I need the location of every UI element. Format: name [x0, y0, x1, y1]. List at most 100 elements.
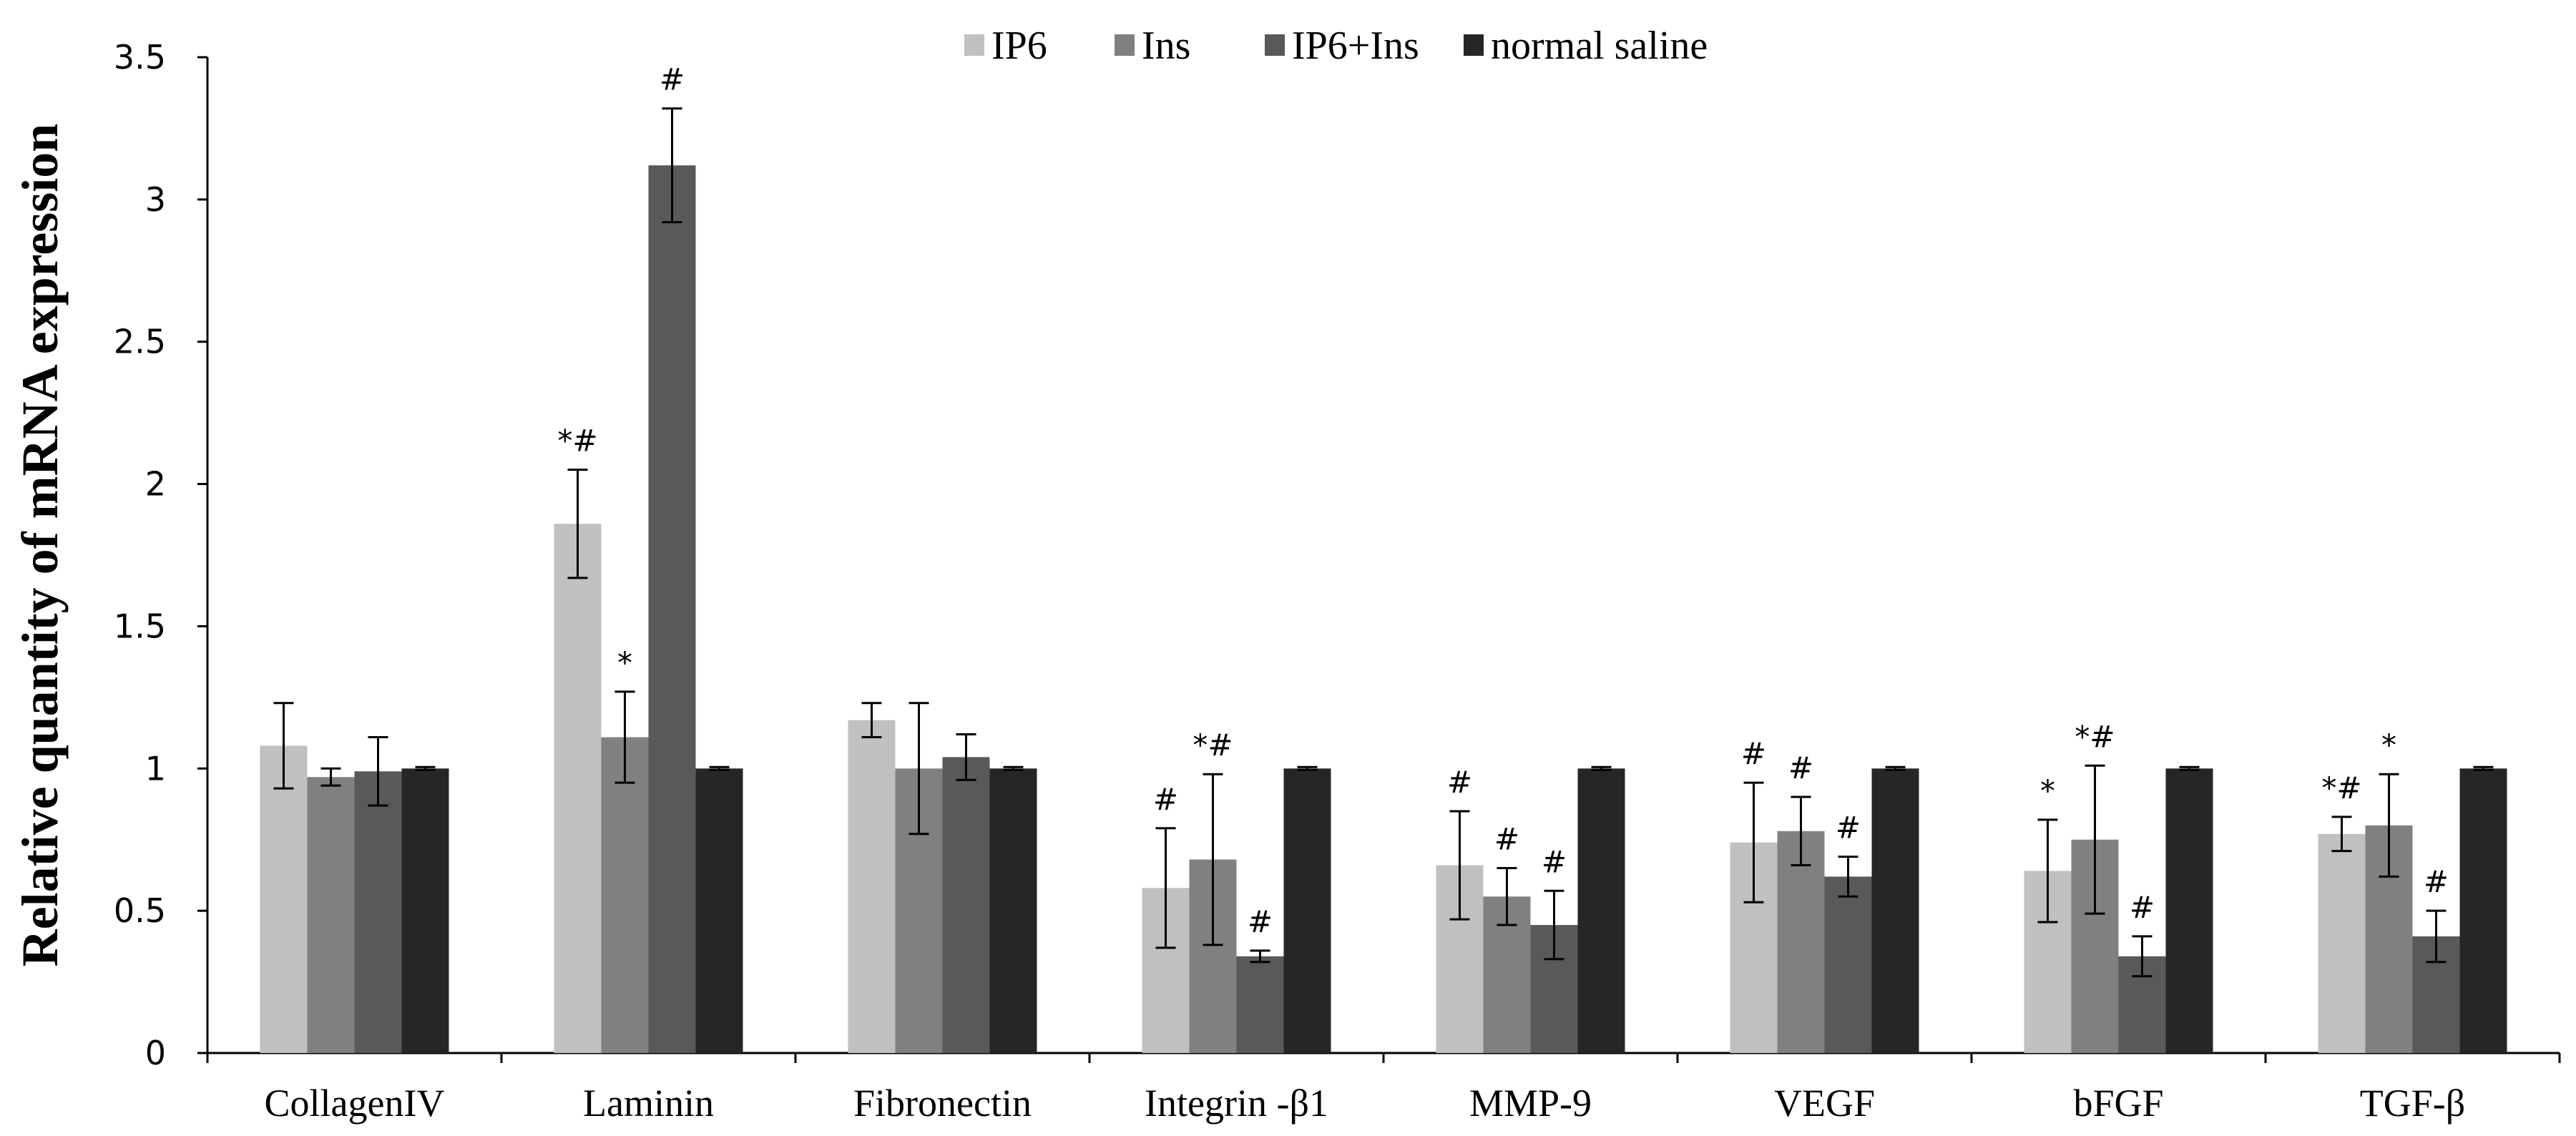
- legend-swatch: [1464, 34, 1484, 56]
- y-tick-label: 1.5: [114, 607, 166, 645]
- significance-marker: *: [2381, 728, 2396, 763]
- error-bar: [415, 765, 436, 771]
- bar: [695, 768, 743, 1053]
- bar: [2318, 833, 2366, 1053]
- significance-marker: *#: [2321, 770, 2361, 806]
- error-bar: [956, 733, 976, 781]
- x-tick-label: TGF-β: [2360, 1082, 2465, 1125]
- y-tick-label: 1: [145, 749, 166, 788]
- y-tick-label: 2: [145, 465, 166, 504]
- bar: [1824, 876, 1872, 1053]
- error-bar: [320, 767, 341, 787]
- error-bar: [2179, 765, 2200, 771]
- y-axis-label: Relative quantity of mRNA expression: [11, 124, 69, 967]
- series-ins: **###*# *: [307, 645, 2413, 1053]
- y-tick-label: 0: [145, 1034, 166, 1072]
- bar: [2459, 768, 2507, 1053]
- error-bar: [1791, 795, 1811, 867]
- legend-label: IP6: [991, 24, 1047, 68]
- error-bar: [861, 702, 882, 739]
- y-axis: 0 0.5 1 1.5 2 2.5 3 3.5: [114, 38, 209, 1072]
- significance-marker: #: [660, 62, 685, 97]
- significance-marker: #: [1542, 844, 1567, 879]
- legend-label: normal saline: [1491, 24, 1708, 68]
- bar: [2165, 768, 2213, 1053]
- legend-label: Ins: [1142, 24, 1190, 68]
- legend-item: IP6: [964, 24, 1047, 68]
- significance-marker: #: [1836, 811, 1861, 846]
- y-tick-label: 2.5: [114, 323, 166, 361]
- bar: [260, 745, 308, 1053]
- significance-marker: *#: [557, 423, 597, 459]
- error-bar: [1544, 889, 1564, 961]
- bar: [648, 165, 696, 1053]
- x-tick-label: Laminin: [583, 1082, 714, 1125]
- y-tick-label: 3: [145, 180, 166, 219]
- error-bar: [1743, 781, 1764, 904]
- legend-swatch: [1265, 34, 1285, 56]
- significance-marker: *#: [2075, 719, 2115, 754]
- series-ip6: *## ##* *#: [260, 423, 2366, 1053]
- significance-marker: #: [1788, 750, 1813, 785]
- error-bar: [1003, 765, 1024, 771]
- error-bar: [1203, 773, 1223, 946]
- error-bar: [368, 736, 388, 807]
- x-tick-label: CollagenIV: [265, 1082, 445, 1125]
- significance-marker: #: [1741, 736, 1766, 771]
- legend-label: IP6+Ins: [1292, 24, 1419, 68]
- error-bar: [662, 107, 682, 224]
- y-tick-label: 3.5: [114, 38, 166, 77]
- error-bar: [273, 702, 294, 790]
- significance-marker: *: [2040, 773, 2055, 808]
- error-bar: [2132, 935, 2153, 978]
- error-bar: [2037, 818, 2058, 924]
- legend-item: Ins: [1115, 24, 1190, 68]
- significance-marker: #: [1447, 765, 1472, 800]
- bar: [989, 768, 1037, 1053]
- error-bar: [1297, 765, 1318, 771]
- bar: [554, 524, 602, 1053]
- bar: [848, 720, 896, 1053]
- legend-swatch: [964, 34, 984, 56]
- legend-item: normal saline: [1464, 24, 1708, 68]
- plot-area: *# # # # * *# * *# # # *# *# # # # # #: [260, 62, 2507, 1053]
- legend-swatch: [1115, 34, 1135, 56]
- error-bar: [2379, 773, 2399, 878]
- x-tick-label: bFGF: [2073, 1082, 2163, 1125]
- bar: [601, 737, 649, 1053]
- error-bar: [2426, 909, 2447, 964]
- bar: [1777, 831, 1825, 1053]
- error-bar: [1250, 949, 1270, 964]
- significance-marker: #: [2130, 890, 2155, 925]
- error-bar: [2331, 816, 2352, 853]
- significance-marker: *#: [1192, 728, 1233, 763]
- error-bar: [1497, 866, 1517, 926]
- y-tick-label: 0.5: [114, 891, 166, 930]
- error-bar: [1885, 765, 1906, 771]
- error-bar: [567, 469, 588, 579]
- bar: [942, 757, 990, 1053]
- significance-marker: #: [1494, 821, 1519, 856]
- error-bar: [614, 690, 635, 784]
- error-bar: [1449, 810, 1470, 921]
- error-bar: [1155, 827, 1176, 949]
- legend: IP6 Ins IP6+Ins normal saline: [964, 24, 1708, 68]
- bar: [1283, 768, 1331, 1053]
- bar: [401, 768, 449, 1053]
- x-axis: CollagenIV Laminin Fibronectin Integrin -β1…: [206, 1052, 2561, 1125]
- bar: [1577, 768, 1625, 1053]
- series-normal-saline: [401, 765, 2507, 1053]
- x-tick-label: MMP-9: [1469, 1082, 1592, 1125]
- significance-marker: #: [1248, 904, 1273, 939]
- error-bar: [709, 765, 730, 771]
- significance-marker: *: [617, 645, 632, 680]
- significance-marker: #: [1153, 782, 1178, 817]
- bar: [307, 777, 355, 1053]
- bar: [354, 771, 402, 1053]
- error-bar: [909, 702, 929, 836]
- error-bar: [2085, 764, 2105, 915]
- series-ip6-ins: # # # # # #: [354, 62, 2460, 1053]
- x-tick-label: Fibronectin: [853, 1082, 1032, 1125]
- bar: [1236, 956, 1284, 1053]
